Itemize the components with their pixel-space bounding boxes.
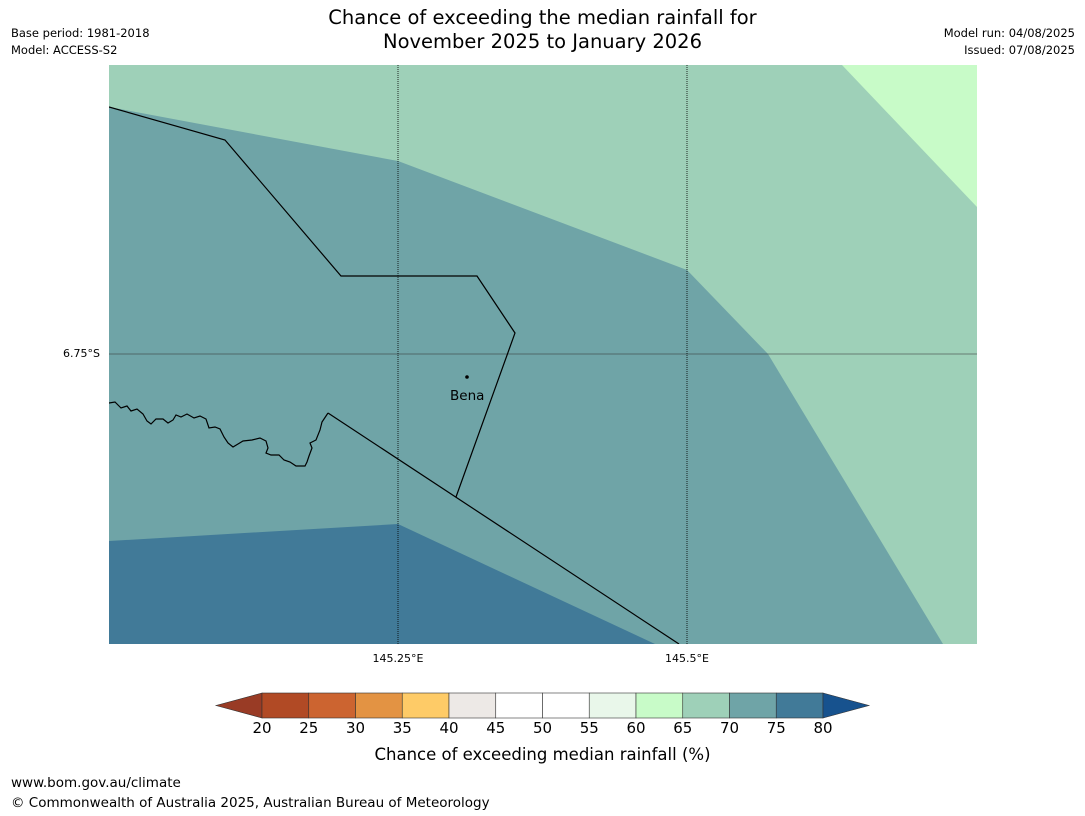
zone-60-65 bbox=[842, 65, 977, 207]
colorbar-tick-label: 80 bbox=[813, 719, 833, 737]
colorbar-tick-label: 20 bbox=[252, 719, 272, 737]
colorbar-tick-label: 50 bbox=[532, 719, 553, 737]
place-label-bena: Bena bbox=[450, 388, 485, 404]
colorbar-label: Chance of exceeding median rainfall (%) bbox=[374, 745, 711, 764]
colorbar-segment bbox=[635, 692, 684, 719]
colorbar-tick-label: 25 bbox=[299, 719, 319, 737]
province-boundary bbox=[327, 412, 680, 644]
map-layers bbox=[109, 65, 977, 644]
colorbar-tick-label: 45 bbox=[486, 719, 506, 737]
colorbar-segment bbox=[261, 692, 310, 719]
colorbar-segment bbox=[495, 692, 543, 719]
colorbar-segment bbox=[308, 692, 356, 719]
colorbar-tick-label: 75 bbox=[766, 719, 786, 737]
issued-date: Issued: 07/08/2025 bbox=[964, 43, 1075, 57]
colorbar-under-arrow bbox=[214, 692, 263, 719]
footer-url: www.bom.gov.au/climate bbox=[11, 775, 181, 791]
latitude-label: 6.75°S bbox=[63, 347, 100, 360]
colorbar bbox=[214, 692, 871, 719]
colorbar-tick-label: 60 bbox=[626, 719, 646, 737]
colorbar-segment bbox=[401, 692, 450, 719]
colorbar-segment bbox=[775, 692, 824, 719]
model-run: Model run: 04/08/2025 bbox=[943, 26, 1075, 40]
colorbar-segment bbox=[682, 692, 730, 719]
colorbar-tick-label: 35 bbox=[392, 719, 412, 737]
colorbar-segment bbox=[588, 692, 637, 719]
colorbar-tick-label: 55 bbox=[579, 719, 599, 737]
town-marker-bena bbox=[465, 375, 469, 379]
river-line bbox=[109, 401, 329, 467]
colorbar-segment bbox=[355, 692, 403, 719]
colorbar-segment bbox=[542, 692, 590, 719]
colorbar-tick-label: 40 bbox=[439, 719, 459, 737]
title-line-2: November 2025 to January 2026 bbox=[383, 30, 702, 53]
colorbar-over-arrow bbox=[822, 692, 871, 719]
model-name: Model: ACCESS-S2 bbox=[11, 43, 118, 57]
zone-75-80 bbox=[109, 524, 655, 644]
colorbar-segment bbox=[729, 692, 777, 719]
colorbar-tick-label: 65 bbox=[673, 719, 693, 737]
page-title: Chance of exceeding the median rainfall … bbox=[0, 6, 1085, 54]
longitude-label-1: 145.25°E bbox=[372, 652, 424, 665]
district-boundary bbox=[109, 106, 516, 498]
colorbar-segment bbox=[448, 692, 497, 719]
colorbar-tick-label: 70 bbox=[719, 719, 740, 737]
footer-copyright: © Commonwealth of Australia 2025, Austra… bbox=[11, 795, 490, 811]
title-line-1: Chance of exceeding the median rainfall … bbox=[328, 6, 757, 29]
zone-70-75 bbox=[109, 107, 943, 644]
colorbar-tick-label: 30 bbox=[345, 719, 366, 737]
base-period: Base period: 1981-2018 bbox=[11, 26, 150, 40]
longitude-label-2: 145.5°E bbox=[665, 652, 709, 665]
